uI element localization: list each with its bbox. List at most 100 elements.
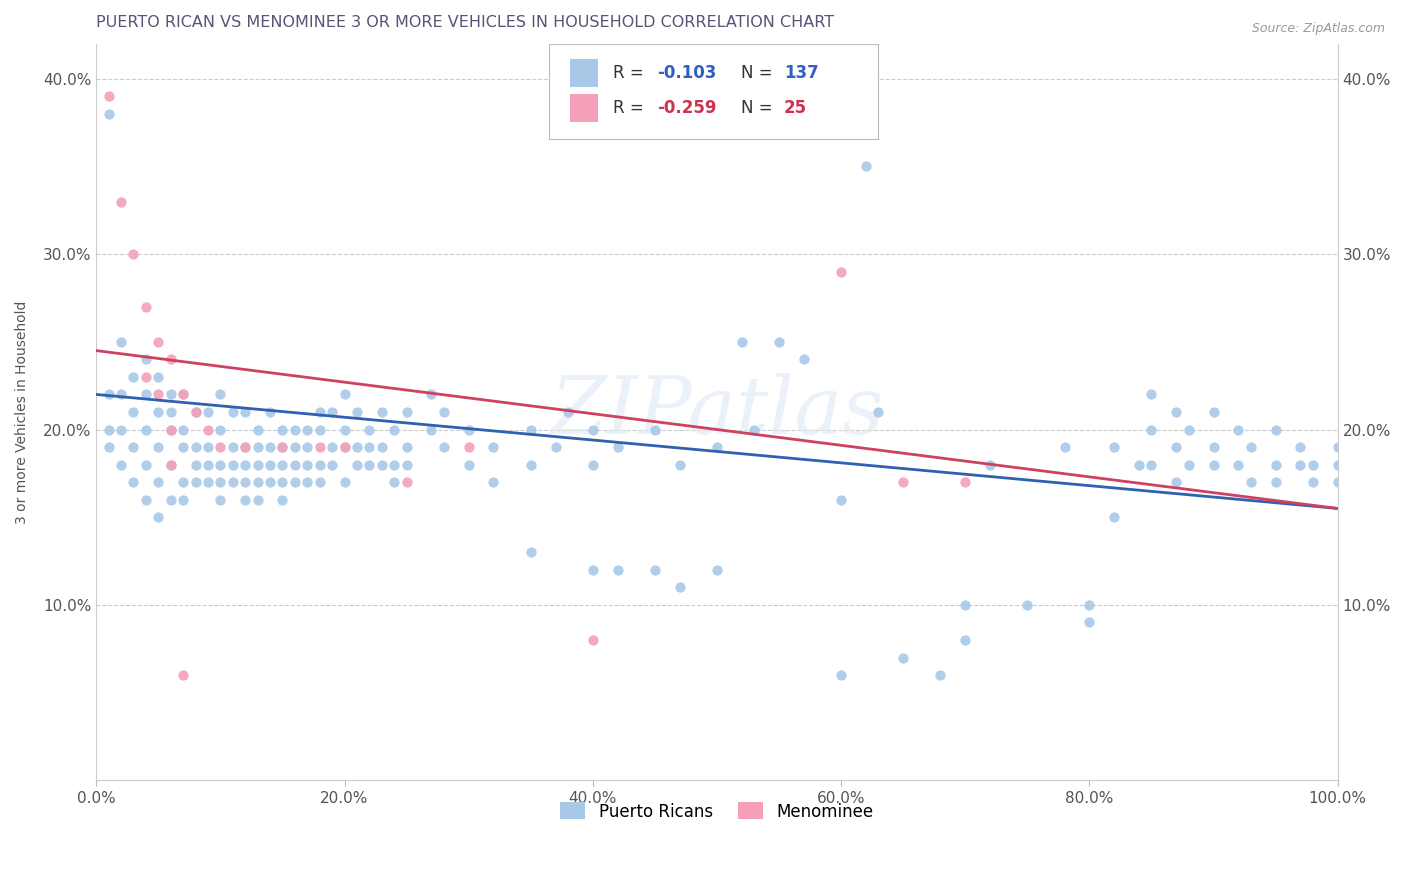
Point <box>308 475 330 490</box>
Point <box>233 405 256 419</box>
Point <box>321 440 343 454</box>
Text: ZIPatlas: ZIPatlas <box>550 373 884 450</box>
Point <box>668 580 690 594</box>
Point <box>557 405 579 419</box>
Point <box>519 458 541 472</box>
Point <box>308 440 330 454</box>
Point <box>135 387 157 401</box>
Point <box>297 475 319 490</box>
Point <box>148 387 170 401</box>
Point <box>159 492 181 507</box>
Point <box>346 440 368 454</box>
Point <box>1078 598 1101 612</box>
Point <box>172 475 194 490</box>
Point <box>1326 475 1348 490</box>
Point <box>308 405 330 419</box>
Point <box>184 475 207 490</box>
Point <box>297 458 319 472</box>
Point <box>122 405 145 419</box>
Point <box>582 458 605 472</box>
Point <box>184 458 207 472</box>
Point <box>1202 405 1225 419</box>
Point <box>159 352 181 367</box>
Point <box>606 563 628 577</box>
Point <box>271 440 294 454</box>
Point <box>382 458 405 472</box>
Point <box>148 475 170 490</box>
Point <box>644 423 666 437</box>
Point <box>371 440 394 454</box>
Point <box>420 423 443 437</box>
Point <box>259 458 281 472</box>
Point <box>1177 458 1199 472</box>
Point <box>1264 458 1286 472</box>
Point <box>135 370 157 384</box>
Point <box>159 405 181 419</box>
Point <box>668 458 690 472</box>
Point <box>382 475 405 490</box>
Legend: Puerto Ricans, Menominee: Puerto Ricans, Menominee <box>554 796 880 827</box>
Point <box>271 475 294 490</box>
Point <box>1140 387 1163 401</box>
Point <box>1140 423 1163 437</box>
Point <box>148 405 170 419</box>
Point <box>284 458 307 472</box>
Point <box>246 423 269 437</box>
Point <box>259 475 281 490</box>
Point <box>1177 423 1199 437</box>
Point <box>97 107 120 121</box>
Point <box>1202 458 1225 472</box>
Point <box>582 632 605 647</box>
Point <box>1102 440 1125 454</box>
Point <box>159 387 181 401</box>
Point <box>184 440 207 454</box>
Point <box>359 440 381 454</box>
Point <box>209 387 232 401</box>
Point <box>159 458 181 472</box>
Point <box>197 405 219 419</box>
Point <box>1140 458 1163 472</box>
Point <box>1264 475 1286 490</box>
Point <box>148 510 170 524</box>
Point <box>209 492 232 507</box>
Point <box>233 475 256 490</box>
FancyBboxPatch shape <box>550 44 879 139</box>
Point <box>1240 475 1263 490</box>
Point <box>1166 405 1188 419</box>
Point <box>544 440 567 454</box>
Point <box>457 458 479 472</box>
Text: -0.103: -0.103 <box>658 64 717 82</box>
Point <box>271 492 294 507</box>
Point <box>1102 510 1125 524</box>
Point <box>246 440 269 454</box>
Point <box>768 334 790 349</box>
Point <box>172 440 194 454</box>
Text: -0.259: -0.259 <box>658 99 717 117</box>
Point <box>1128 458 1150 472</box>
Point <box>955 632 977 647</box>
Point <box>482 440 505 454</box>
Point <box>830 265 852 279</box>
Point <box>97 440 120 454</box>
Point <box>1264 423 1286 437</box>
Point <box>793 352 815 367</box>
Point <box>297 423 319 437</box>
Point <box>122 440 145 454</box>
Point <box>1289 458 1312 472</box>
Point <box>731 334 754 349</box>
FancyBboxPatch shape <box>571 59 598 87</box>
Point <box>148 334 170 349</box>
Point <box>1078 615 1101 630</box>
Point <box>209 458 232 472</box>
Point <box>433 405 456 419</box>
Point <box>955 475 977 490</box>
Point <box>395 475 418 490</box>
Point <box>382 423 405 437</box>
Point <box>246 492 269 507</box>
Point <box>209 475 232 490</box>
Point <box>395 440 418 454</box>
Point <box>457 423 479 437</box>
Point <box>110 423 132 437</box>
FancyBboxPatch shape <box>571 94 598 121</box>
Point <box>135 300 157 314</box>
